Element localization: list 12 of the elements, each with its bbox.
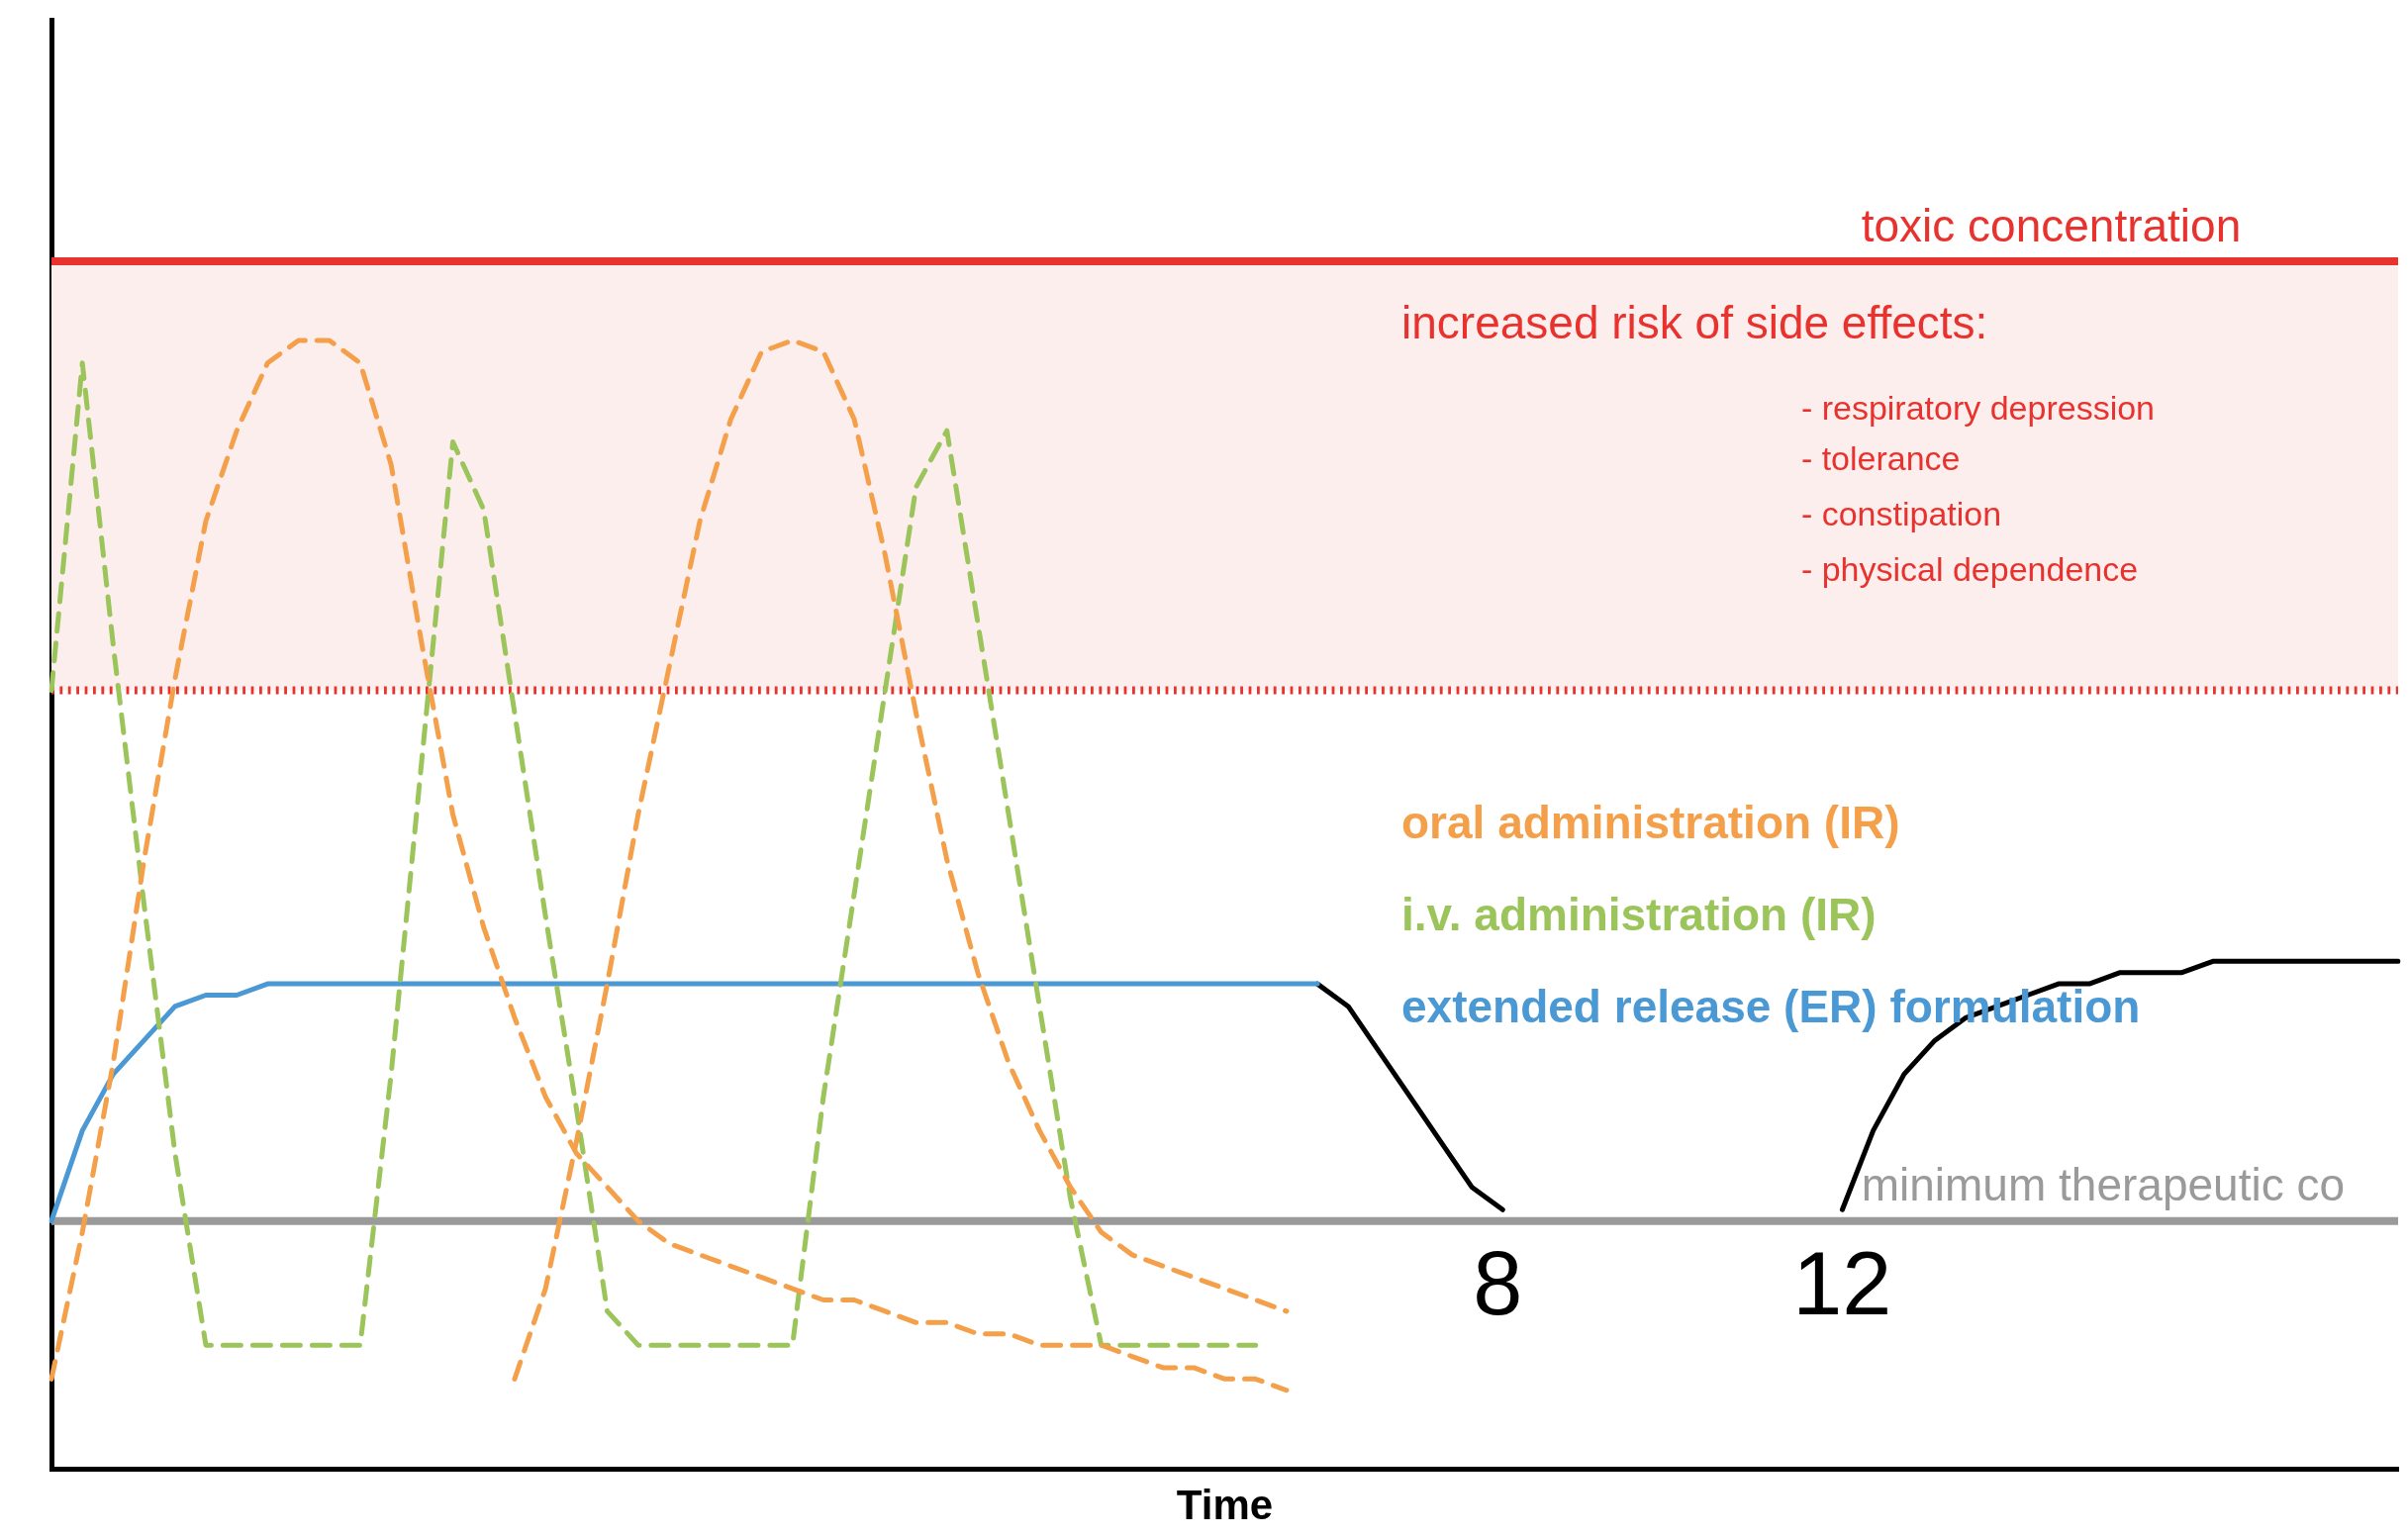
annotation: - respiratory depression — [1800, 389, 2156, 428]
ref-line-label: minimum therapeutic co — [1861, 1159, 2346, 1211]
text: oral administration (IR) — [1401, 796, 1900, 848]
ref-line-label: toxic concentration — [1861, 199, 2242, 251]
annotation: - tolerance — [1800, 439, 1961, 478]
text: i.v. administration (IR) — [1401, 888, 1877, 940]
annotation: - constipation — [1800, 495, 2002, 533]
annotation: - physical dependence — [1800, 550, 2139, 589]
annotation: 8 — [1473, 1233, 1523, 1333]
x-axis-title: Time — [1176, 1482, 1274, 1529]
annotation: 12 — [1792, 1233, 1892, 1333]
annotation: increased risk of side effects: — [1401, 296, 1988, 348]
